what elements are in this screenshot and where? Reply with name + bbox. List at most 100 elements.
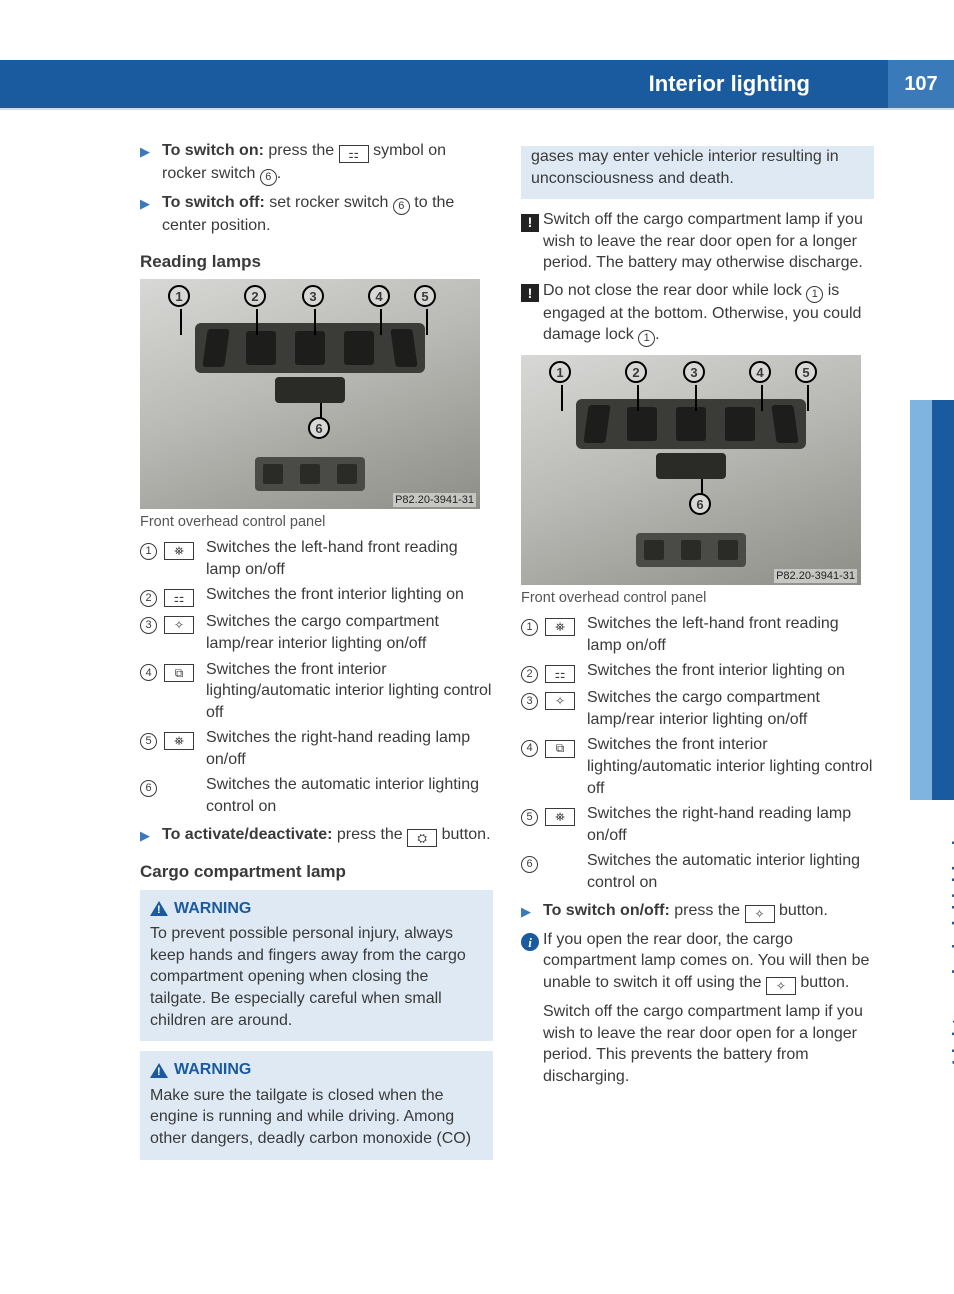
legend-item: 5 ⛯ Switches the right-hand reading lamp o… [140, 727, 493, 770]
warning-label: WARNING [174, 898, 251, 920]
ref-circle: 4 [140, 664, 157, 681]
warning-text: To prevent possible personal injury, alw… [150, 923, 483, 1031]
header-title: Interior lighting [649, 71, 810, 97]
legend-text: Switches the automatic interior lighting… [587, 850, 874, 893]
ref-circle: 1 [140, 543, 157, 560]
figure-ref: P82.20-3941-31 [774, 569, 857, 584]
switch-symbol-icon: ⚏ [545, 665, 575, 683]
info-text: If you open the rear door, the cargo com… [543, 929, 874, 995]
callout: 1 [168, 285, 190, 307]
note-item: ! Switch off the cargo compartment lamp … [521, 209, 874, 274]
warning-box: WARNING To prevent possible personal inj… [140, 890, 493, 1042]
figure-overhead-panel: 1 2 3 4 5 6 P82.20-3941-31 [140, 279, 480, 509]
triangle-icon: ▶ [140, 192, 162, 237]
callout: 1 [549, 361, 571, 383]
legend-item: 6Switches the automatic interior lightin… [521, 850, 874, 893]
ref-circle: 5 [140, 733, 157, 750]
switch-symbol-icon: ✧ [545, 692, 575, 710]
switch-symbol-icon: ⚏ [164, 589, 194, 607]
warning-text: Make sure the tailgate is closed when th… [150, 1085, 483, 1150]
proc-switch-on: ▶ To switch on: press the ⚏ symbol on ro… [140, 140, 493, 186]
legend-text: Switches the cargo compartment lamp/rear… [587, 687, 874, 730]
legend-text: Switches the front interior lighting on [587, 660, 874, 683]
switch-symbol-icon: ⛯ [164, 732, 194, 750]
section-reading-lamps: Reading lamps [140, 251, 493, 274]
left-column: ▶ To switch on: press the ⚏ symbol on ro… [140, 140, 493, 1254]
reading-lamp-icon: ⛭ [407, 829, 437, 847]
header-bar: Interior lighting [0, 60, 888, 108]
side-tab-accent [932, 400, 954, 800]
legend-text: Switches the cargo compartment lamp/rear… [206, 611, 493, 654]
callout: 6 [689, 493, 711, 515]
proc-label: To switch on: [162, 142, 264, 159]
legend-item: 5 ⛯ Switches the right-hand reading lamp o… [521, 803, 874, 846]
switch-symbol-icon: ⛯ [545, 618, 575, 636]
warning-icon [150, 901, 168, 916]
light-symbol-icon: ⚏ [339, 145, 369, 163]
switch-symbol-icon: ⧉ [545, 740, 575, 758]
info-text-continued: Switch off the cargo compartment lamp if… [543, 1001, 874, 1087]
switch-symbol-icon: ⧉ [164, 664, 194, 682]
ref-circle: 4 [521, 740, 538, 757]
ref-circle: 6 [260, 169, 277, 186]
figure-overhead-panel: 1 2 3 4 5 6 P82.20-3941-31 [521, 355, 861, 585]
switch-symbol-icon: ✧ [164, 616, 194, 634]
legend-text: Switches the front interior lighting on [206, 584, 493, 607]
page-number: 107 [888, 60, 954, 108]
legend-item: 2 ⚏ Switches the front interior lighting o… [521, 660, 874, 683]
figure-caption: Front overhead control panel [521, 589, 874, 609]
legend-item: 2⚏Switches the front interior lighting o… [140, 584, 493, 607]
note-text: Do not close the rear door while lock 1 … [543, 280, 874, 347]
legend-text: Switches the right-hand reading lamp on/… [206, 727, 493, 770]
info-icon: i [521, 933, 539, 951]
cargo-lamp-icon: ✧ [766, 977, 796, 995]
callout: 4 [749, 361, 771, 383]
figure-ref: P82.20-3941-31 [393, 493, 476, 508]
legend-item: 6 Switches the automatic interior lightin… [140, 774, 493, 817]
ref-circle: 6 [393, 198, 410, 215]
proc-switch-onoff: ▶ To switch on/off: press the ✧ button. [521, 900, 874, 923]
note-item: ! Do not close the rear door while lock … [521, 280, 874, 347]
callout: 2 [244, 285, 266, 307]
callout: 4 [368, 285, 390, 307]
header-underline [0, 108, 954, 110]
warning-box-continued: gases may enter vehicle interior resulti… [521, 146, 874, 199]
legend-item: 4⧉Switches the front interior lighting/a… [140, 659, 493, 724]
legend-item: 4 ⧉ Switches the front interior lighting/a… [521, 734, 874, 799]
proc-label: To activate/deactivate: [162, 826, 332, 843]
ref-circle: 5 [521, 809, 538, 826]
triangle-icon: ▶ [521, 900, 543, 923]
ref-circle: 1 [638, 330, 655, 347]
triangle-icon: ▶ [140, 824, 162, 847]
callout: 3 [683, 361, 705, 383]
legend-item: 1⛯Switches the left-hand front reading l… [140, 537, 493, 580]
legend-text: Switches the front interior lighting/aut… [587, 734, 874, 799]
legend-item: 3✧Switches the cargo compartment lamp/re… [140, 611, 493, 654]
triangle-icon: ▶ [140, 140, 162, 186]
warning-box: WARNING Make sure the tailgate is closed… [140, 1051, 493, 1159]
proc-label: To switch off: [162, 194, 265, 211]
warning-text: gases may enter vehicle interior resulti… [531, 146, 864, 189]
side-tab-label: Lights and windshield wipers [950, 800, 954, 1065]
section-cargo-lamp: Cargo compartment lamp [140, 861, 493, 884]
switch-symbol-icon: ⛯ [545, 808, 575, 826]
ref-circle: 2 [521, 666, 538, 683]
legend-text: Switches the automatic interior lighting… [206, 774, 493, 817]
right-column: gases may enter vehicle interior resulti… [521, 140, 874, 1254]
ref-circle: 6 [140, 780, 157, 797]
legend-text: Switches the right-hand reading lamp on/… [587, 803, 874, 846]
warning-label: WARNING [174, 1059, 251, 1081]
content-area: ▶ To switch on: press the ⚏ symbol on ro… [140, 140, 874, 1254]
ref-circle: 3 [521, 693, 538, 710]
legend-list: 1⛯Switches the left-hand front reading l… [140, 537, 493, 818]
callout: 6 [308, 417, 330, 439]
ref-circle: 1 [521, 619, 538, 636]
legend-text: Switches the left-hand front reading lam… [587, 613, 874, 656]
callout: 5 [414, 285, 436, 307]
warning-icon [150, 1063, 168, 1078]
cargo-lamp-icon: ✧ [745, 905, 775, 923]
ref-circle: 1 [806, 286, 823, 303]
callout: 3 [302, 285, 324, 307]
switch-symbol-icon: ⛯ [164, 542, 194, 560]
proc-label: To switch on/off: [543, 902, 670, 919]
